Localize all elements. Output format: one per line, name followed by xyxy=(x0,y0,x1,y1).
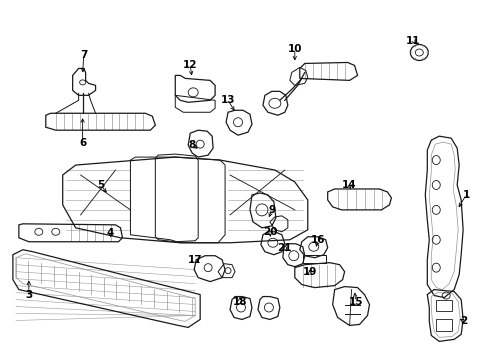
Text: 3: 3 xyxy=(25,289,32,300)
Text: 19: 19 xyxy=(302,267,316,276)
Text: 8: 8 xyxy=(188,140,195,150)
Text: 11: 11 xyxy=(405,36,420,46)
Text: 18: 18 xyxy=(232,297,247,306)
Text: 7: 7 xyxy=(80,50,87,60)
Text: 14: 14 xyxy=(342,180,356,190)
Text: 1: 1 xyxy=(462,190,469,200)
Text: 5: 5 xyxy=(97,180,104,190)
Text: 21: 21 xyxy=(277,243,291,253)
Text: 13: 13 xyxy=(221,95,235,105)
Text: 2: 2 xyxy=(460,316,467,327)
Text: 9: 9 xyxy=(268,205,275,215)
Text: 12: 12 xyxy=(183,60,197,71)
Text: 6: 6 xyxy=(79,138,86,148)
Text: 10: 10 xyxy=(287,44,302,54)
Text: 16: 16 xyxy=(310,235,325,245)
Text: 20: 20 xyxy=(262,227,277,237)
Text: 15: 15 xyxy=(347,297,362,306)
Text: 17: 17 xyxy=(187,255,202,265)
Text: 4: 4 xyxy=(106,228,114,238)
